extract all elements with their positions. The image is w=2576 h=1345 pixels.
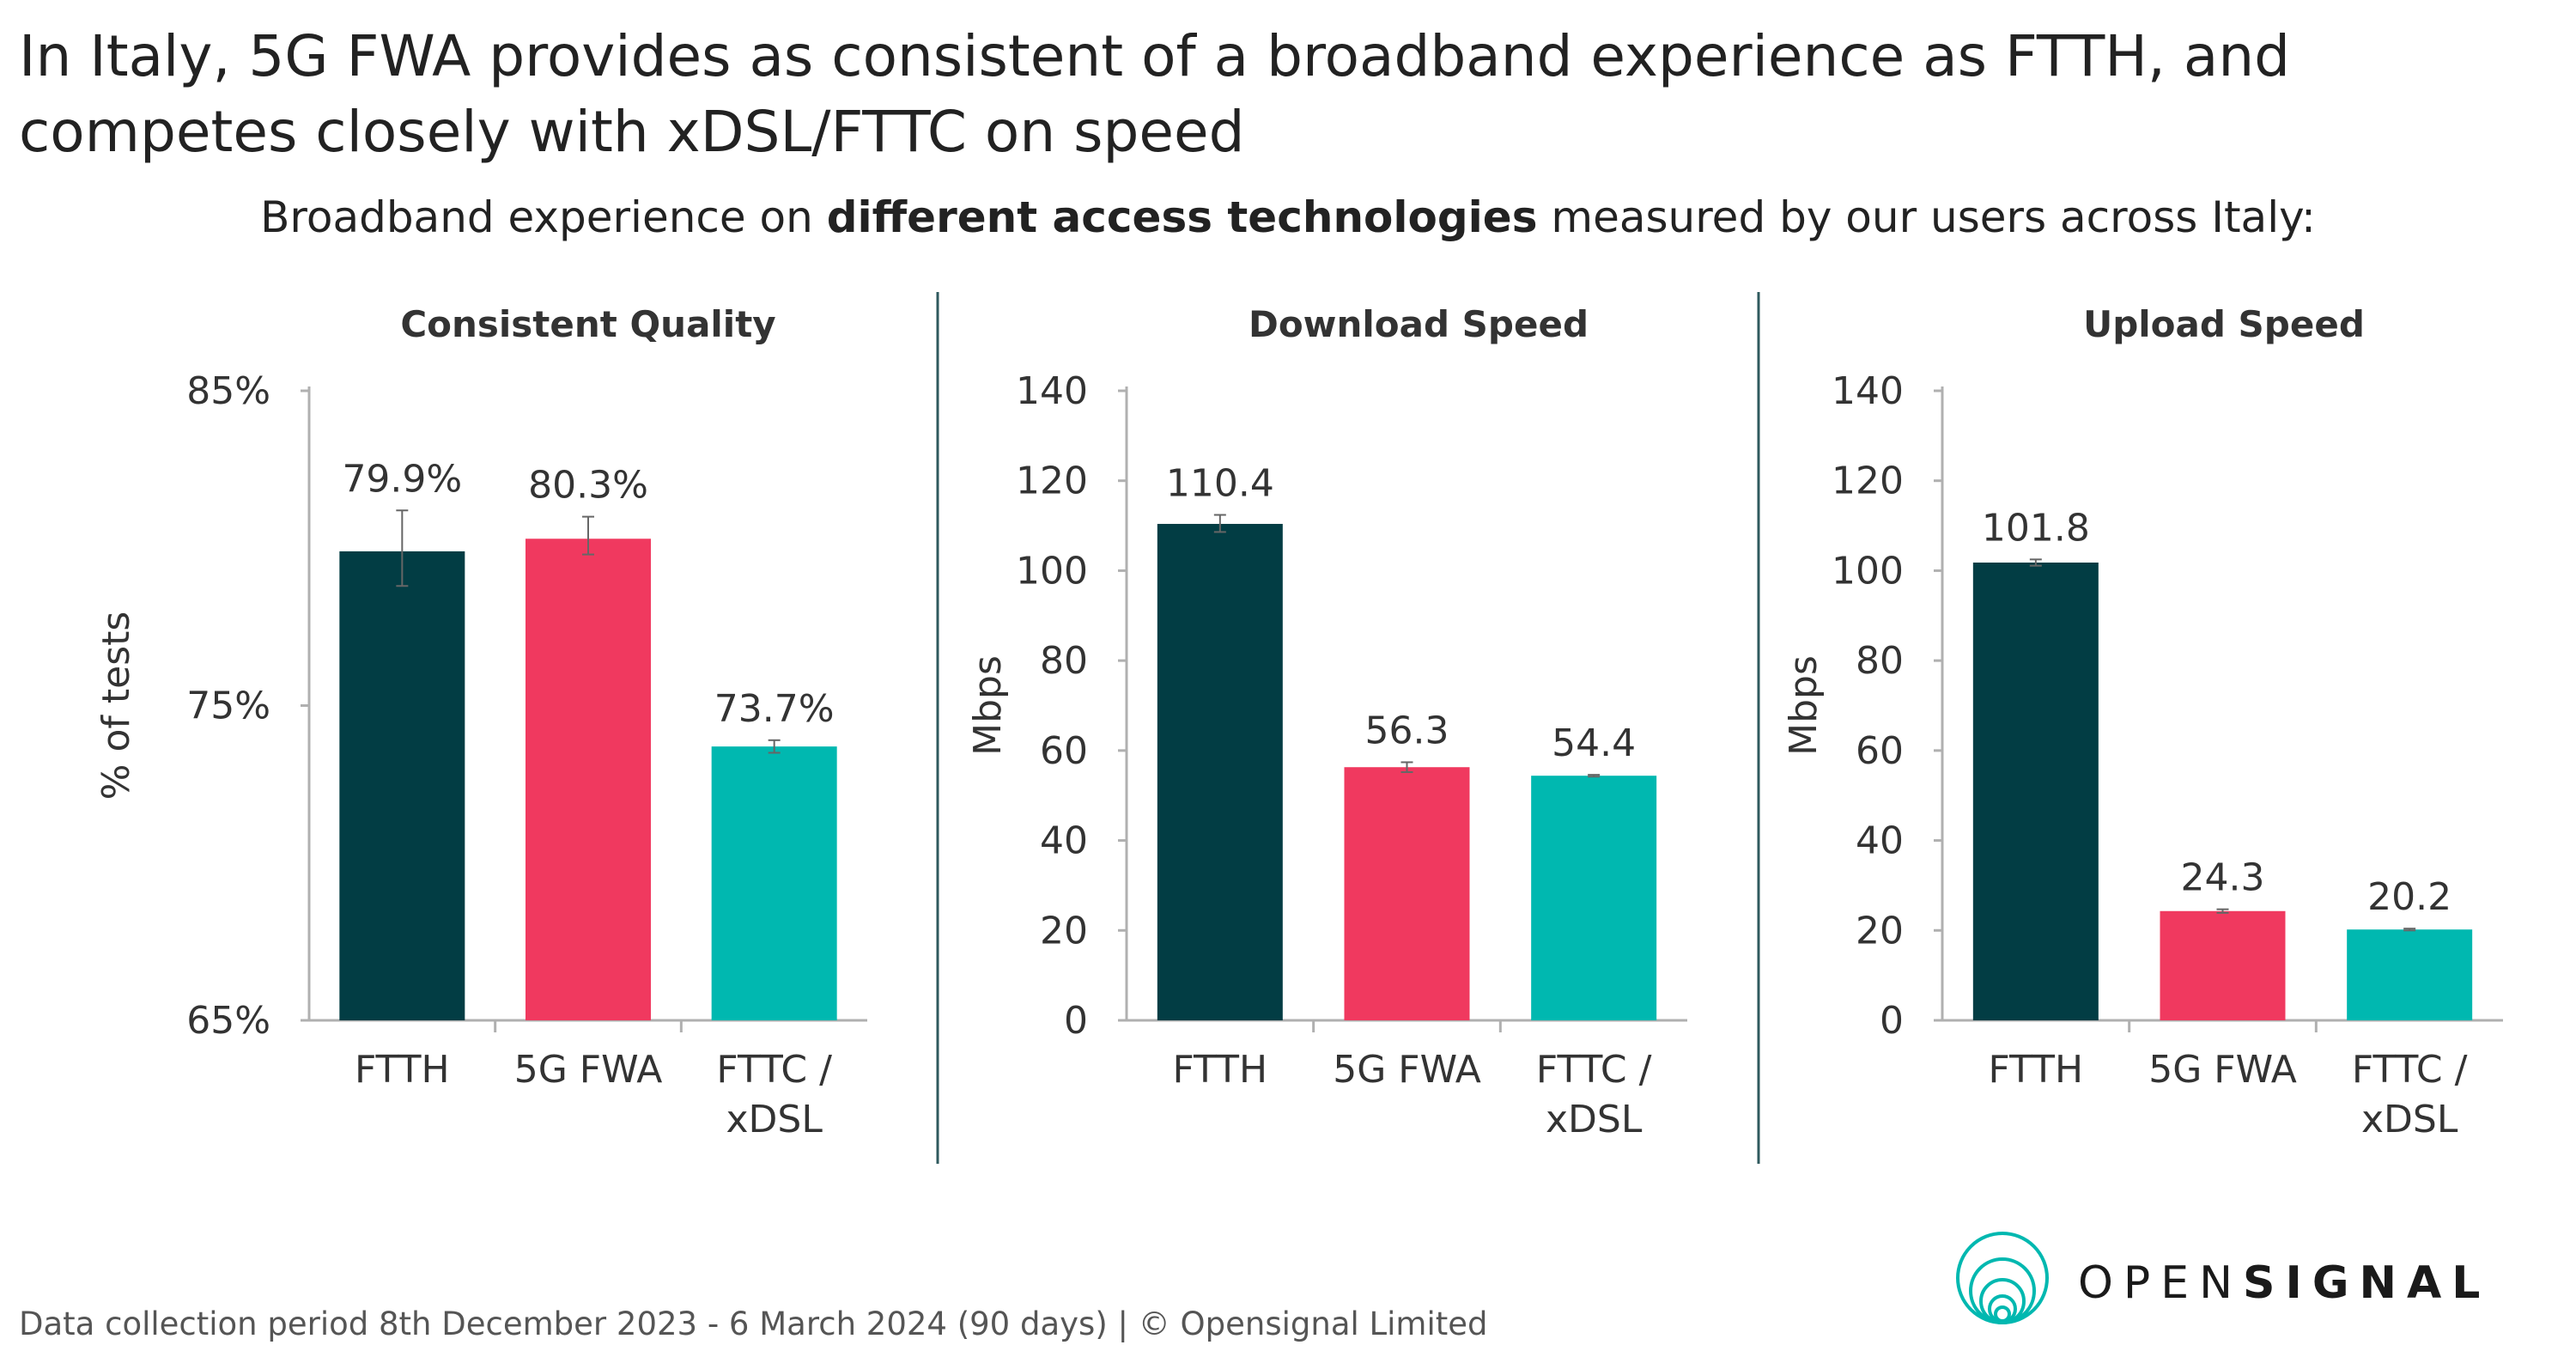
x-tick-label-line: xDSL <box>2361 1098 2458 1141</box>
y-tick-label: 75% <box>186 685 270 728</box>
bar <box>2347 929 2473 1020</box>
bar <box>1531 776 1657 1020</box>
y-tick-label: 140 <box>1832 369 1904 413</box>
x-tick-label-line: 5G FWA <box>1333 1048 1481 1092</box>
y-tick-label: 60 <box>1040 729 1088 773</box>
data-label: 101.8 <box>1982 506 2090 550</box>
data-label: 73.7% <box>714 687 835 731</box>
x-tick-label-line: FTTC / <box>2352 1048 2468 1092</box>
x-tick-label-line: 5G FWA <box>2148 1048 2297 1092</box>
y-tick-label: 85% <box>186 369 270 413</box>
y-tick-label: 20 <box>1040 909 1088 952</box>
y-axis-label: Mbps <box>1782 655 1826 756</box>
y-tick-label: 40 <box>1856 819 1904 863</box>
bar <box>1157 523 1283 1020</box>
logo-light: OPEN <box>2078 1257 2244 1309</box>
x-tick-label: FTTC / xDSL <box>716 1048 832 1141</box>
bar <box>1344 767 1470 1020</box>
y-tick-label: 0 <box>1064 999 1088 1043</box>
charts-area: Consistent Quality % of tests 65% 75% 85% 79.… <box>94 292 2503 1164</box>
footer-note: Data collection period 8th December 2023… <box>19 1305 1488 1342</box>
y-tick-label: 60 <box>1856 729 1904 773</box>
x-tick-label-line: FTTH <box>355 1048 450 1092</box>
data-label: 80.3% <box>528 464 648 508</box>
opensignal-logo-icon <box>1956 1232 2049 1324</box>
subtitle-post: measured by our users across Italy: <box>1537 192 2316 242</box>
y-tick-label: 65% <box>186 999 270 1043</box>
x-tick-label-line: FTTC / <box>716 1048 832 1092</box>
x-tick-label: 5G FWA <box>2148 1048 2297 1092</box>
x-tick-label-line: 5G FWA <box>514 1048 663 1092</box>
chart-panel-2: Download Speed Mbps 0 20 40 60 80 100 120 140 110.… <box>966 303 1687 1141</box>
bar <box>2160 910 2286 1020</box>
y-tick-label: 40 <box>1040 819 1088 863</box>
subtitle: Broadband experience on different access… <box>0 192 2576 242</box>
x-tick-label: FTTC / xDSL <box>1536 1048 1652 1141</box>
y-tick-label: 0 <box>1880 999 1904 1043</box>
x-tick-label: 5G FWA <box>1333 1048 1481 1092</box>
bar <box>526 539 651 1020</box>
x-tick-label-line: xDSL <box>1546 1098 1643 1141</box>
subtitle-pre: Broadband experience on <box>260 192 827 242</box>
data-label: 56.3 <box>1365 709 1449 752</box>
x-tick-label: FTTC / xDSL <box>2352 1048 2468 1141</box>
bar <box>1972 563 2099 1020</box>
y-tick-label: 120 <box>1832 459 1904 503</box>
chart-title: Upload Speed <box>2083 303 2365 345</box>
x-tick-label: FTTH <box>1173 1048 1268 1092</box>
x-tick-label: 5G FWA <box>514 1048 663 1092</box>
x-tick-label-line: FTTH <box>1173 1048 1268 1092</box>
subtitle-bold: different access technologies <box>826 192 1538 242</box>
data-label: 54.4 <box>1552 721 1636 765</box>
y-tick-label: 80 <box>1040 639 1088 683</box>
logo-bold: SIGNAL <box>2243 1257 2491 1309</box>
data-label: 79.9% <box>342 457 462 501</box>
y-axis-label: % of tests <box>94 612 138 800</box>
opensignal-logo: OPENSIGNAL <box>1949 1220 2567 1331</box>
chart-panel-1: Consistent Quality % of tests 65% 75% 85% 79.… <box>94 303 867 1141</box>
chart-panel-3: Upload Speed Mbps 0 20 40 60 80 100 120 140 101.8 F… <box>1782 303 2503 1141</box>
y-axis-label: Mbps <box>966 655 1010 756</box>
data-label: 20.2 <box>2367 875 2451 919</box>
chart-title: Download Speed <box>1249 303 1589 345</box>
x-tick-label-line: FTTC / <box>1536 1048 1652 1092</box>
x-tick-label-line: xDSL <box>726 1098 823 1141</box>
y-tick-label: 140 <box>1016 369 1088 413</box>
y-tick-label: 100 <box>1016 549 1088 593</box>
x-tick-label-line: FTTH <box>1989 1048 2084 1092</box>
data-label: 24.3 <box>2181 856 2265 900</box>
opensignal-wordmark: OPENSIGNAL <box>2078 1257 2490 1309</box>
y-tick-label: 80 <box>1856 639 1904 683</box>
y-tick-label: 20 <box>1856 909 1904 952</box>
y-tick-label: 120 <box>1016 459 1088 503</box>
bar <box>711 746 837 1020</box>
headline: In Italy, 5G FWA provides as consistent … <box>19 23 2291 165</box>
x-tick-label: FTTH <box>355 1048 450 1092</box>
chart-title: Consistent Quality <box>400 303 775 345</box>
y-tick-label: 100 <box>1832 549 1904 593</box>
bar <box>339 551 465 1020</box>
data-label: 110.4 <box>1166 462 1274 506</box>
x-tick-label: FTTH <box>1989 1048 2084 1092</box>
